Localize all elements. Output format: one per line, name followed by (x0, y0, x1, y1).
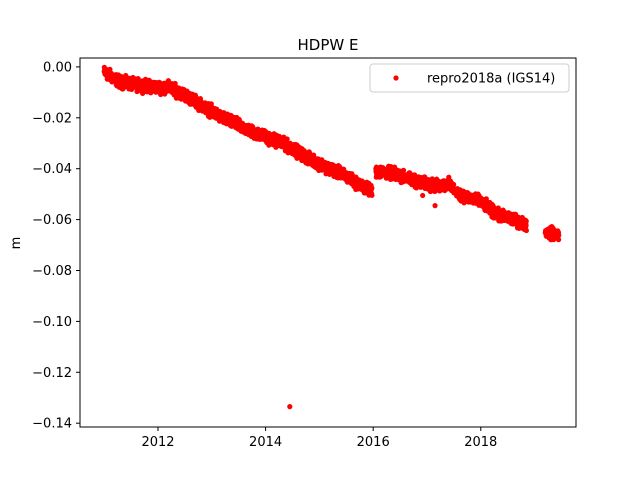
data-point (523, 222, 529, 229)
y-tick-label: −0.08 (32, 264, 72, 279)
legend-marker (393, 75, 399, 81)
x-tick-label: 2016 (357, 435, 390, 450)
x-axis: 2012 2014 2016 2018 (141, 427, 497, 450)
data-point (556, 232, 562, 238)
data-point (369, 185, 375, 191)
data-point (451, 181, 457, 188)
legend-entry-label: repro2018a (IGS14) (427, 72, 555, 87)
data-point-outlier (420, 192, 426, 199)
y-axis-label: m (9, 237, 24, 250)
data-point (369, 192, 375, 198)
data-point (400, 167, 407, 173)
y-tick-label: 0.00 (43, 60, 72, 75)
x-tick-label: 2018 (464, 435, 497, 450)
y-tick-label: −0.10 (32, 315, 72, 330)
y-tick-label: −0.06 (32, 213, 72, 228)
y-tick-label: −0.02 (32, 111, 72, 126)
data-point (523, 227, 529, 234)
data-point (555, 237, 562, 243)
plot-area-frame (79, 57, 577, 428)
data-point-outlier (287, 404, 293, 410)
data-points (101, 64, 562, 410)
legend-box (369, 63, 570, 93)
legend: repro2018a (IGS14) (369, 63, 570, 93)
y-tick-label: −0.04 (32, 162, 72, 177)
data-point (165, 78, 172, 84)
x-tick-label: 2014 (249, 435, 282, 450)
y-tick-label: −0.14 (32, 417, 72, 432)
y-tick-label: −0.12 (32, 366, 72, 381)
data-point (425, 177, 431, 183)
chart-title: HDPW E (298, 36, 359, 54)
data-point (483, 196, 489, 202)
data-point (523, 218, 529, 224)
x-tick-label: 2012 (141, 435, 174, 450)
data-point-outlier (432, 203, 438, 209)
y-axis: 0.00 −0.02 −0.04 −0.06 −0.08 −0.10 −0.12 −0.14 (32, 60, 80, 432)
data-point (284, 136, 290, 142)
